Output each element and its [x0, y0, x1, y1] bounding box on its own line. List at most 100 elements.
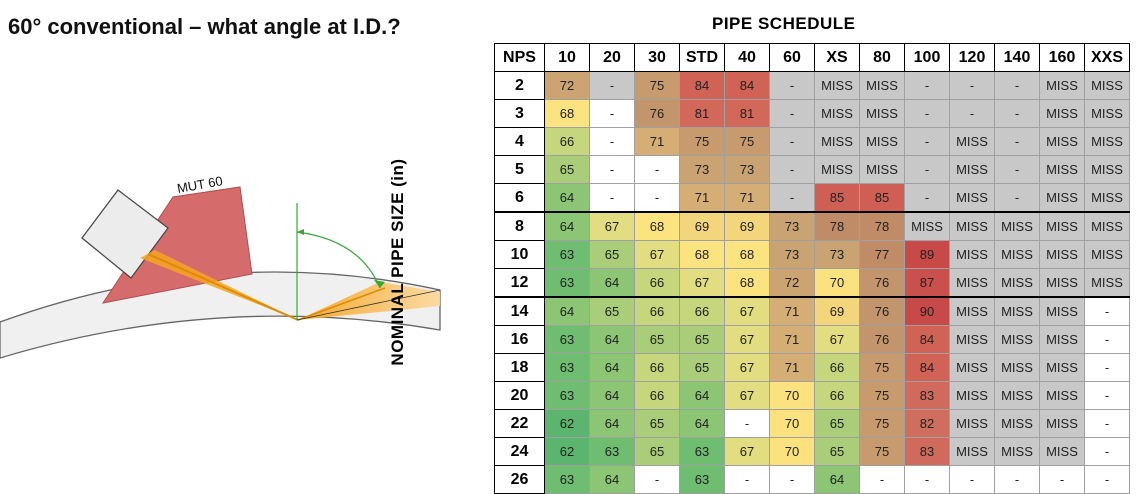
table-cell: MISS [1039, 99, 1085, 128]
table-cell: 81 [724, 99, 770, 128]
table-cell: 65 [814, 437, 860, 466]
table-cell: MISS [1039, 296, 1085, 326]
table-cell: MISS [1039, 268, 1085, 298]
table-cell: MISS [1039, 381, 1085, 410]
table-cell: MISS [994, 240, 1040, 269]
table-cell: 72 [769, 268, 815, 298]
row-header: 6 [494, 183, 545, 213]
table-cell: MISS [1084, 211, 1130, 241]
reflected-beam [298, 282, 440, 320]
table-cell: 70 [769, 381, 815, 410]
column-header: 20 [589, 43, 635, 72]
column-header: 30 [634, 43, 680, 72]
column-header: 10 [544, 43, 590, 72]
table-cell: 64 [589, 409, 635, 438]
table-cell: 75 [679, 127, 725, 156]
table-cell: - [1084, 381, 1130, 410]
table-cell: - [904, 71, 950, 100]
table-cell: - [1084, 296, 1130, 326]
table-cell: - [769, 71, 815, 100]
table-cell: 68 [679, 240, 725, 269]
table-cell: MISS [1039, 71, 1085, 100]
table-cell: MISS [1084, 127, 1130, 156]
table-cell: - [904, 127, 950, 156]
table-cell: MISS [1039, 211, 1085, 241]
table-cell: MISS [1039, 409, 1085, 438]
table-cell: MISS [949, 437, 995, 466]
table-cell: 64 [589, 268, 635, 298]
table-cell: 73 [679, 155, 725, 184]
table-row: 8 64 67 68 69 69 73 78 78 MISS MISS MISS MISS MISS [494, 211, 1130, 241]
table-cell: MISS [1084, 99, 1130, 128]
row-header: 16 [494, 325, 545, 354]
row-header: 8 [494, 211, 545, 241]
table-row: 14 64 65 66 66 67 71 69 76 90 MISS MISS MISS - [494, 296, 1130, 326]
table-cell: - [949, 71, 995, 100]
table-cell: - [634, 155, 680, 184]
table-cell: 81 [679, 99, 725, 128]
table-cell: 71 [769, 325, 815, 354]
probe-diagram: MUT 60 [0, 173, 441, 359]
table-cell: MISS [994, 353, 1040, 382]
table-row: 4 66-71 75 75- MISS MISS - MISS - MISS MISS [494, 127, 1130, 156]
table-cell: 63 [544, 381, 590, 410]
table-cell: MISS [949, 268, 995, 298]
row-header: 26 [494, 465, 545, 494]
table-cell: MISS [994, 325, 1040, 354]
column-header: STD [679, 43, 725, 72]
table-cell: MISS [1039, 183, 1085, 213]
table-cell: 62 [544, 409, 590, 438]
table-cell: 66 [679, 296, 725, 326]
table-cell: MISS [994, 409, 1040, 438]
table-cell: 76 [634, 99, 680, 128]
row-header: 20 [494, 381, 545, 410]
table-cell: - [589, 127, 635, 156]
table-cell: 70 [769, 437, 815, 466]
angle-arc [296, 231, 381, 289]
table-cell: 76 [859, 268, 905, 298]
table-cell: MISS [1084, 183, 1130, 213]
column-header: 80 [859, 43, 905, 72]
table-cell: MISS [994, 211, 1040, 241]
table-cell: 67 [634, 240, 680, 269]
table-cell: - [1084, 465, 1130, 494]
table-cell: 68 [724, 240, 770, 269]
table-cell: 63 [544, 465, 590, 494]
table-body: 2 72-75 84 84- MISS MISS - - - MISS MISS 3 68-76 81 81… [494, 71, 1130, 494]
table-cell: 62 [544, 437, 590, 466]
table-cell: MISS [1039, 240, 1085, 269]
angle-table: NPS 10 20 30 STD 40 60 XS 80 100 120 140 160 XXS 2 72… [494, 43, 1130, 494]
table-cell: - [859, 465, 905, 494]
row-header: 18 [494, 353, 545, 382]
table-cell: 84 [904, 353, 950, 382]
table-cell: MISS [1039, 325, 1085, 354]
table-cell: 69 [679, 211, 725, 241]
table-cell: MISS [949, 127, 995, 156]
table-cell: 67 [724, 353, 770, 382]
table-cell: MISS [949, 409, 995, 438]
table-cell: 67 [724, 381, 770, 410]
table-cell: 75 [634, 71, 680, 100]
table-cell: 68 [544, 99, 590, 128]
table-cell: 64 [814, 465, 860, 494]
table-cell: MISS [949, 155, 995, 184]
column-header: XXS [1084, 43, 1130, 72]
table-cell: 77 [859, 240, 905, 269]
table-cell: 63 [589, 437, 635, 466]
table-row: 2 72-75 84 84- MISS MISS - - - MISS MISS [494, 71, 1130, 100]
table-cell: MISS [949, 240, 995, 269]
table-cell: - [769, 127, 815, 156]
table-cell: 84 [679, 71, 725, 100]
table-cell: 75 [859, 353, 905, 382]
table-cell: 84 [904, 325, 950, 354]
column-header: 60 [769, 43, 815, 72]
table-cell: 63 [544, 268, 590, 298]
row-header: 12 [494, 268, 545, 298]
table-cell: MISS [994, 296, 1040, 326]
table-cell: MISS [1039, 353, 1085, 382]
table-cell: 75 [859, 409, 905, 438]
table-cell: 64 [589, 353, 635, 382]
table-cell: - [994, 99, 1040, 128]
table-cell: - [949, 99, 995, 128]
table-cell: 75 [859, 381, 905, 410]
